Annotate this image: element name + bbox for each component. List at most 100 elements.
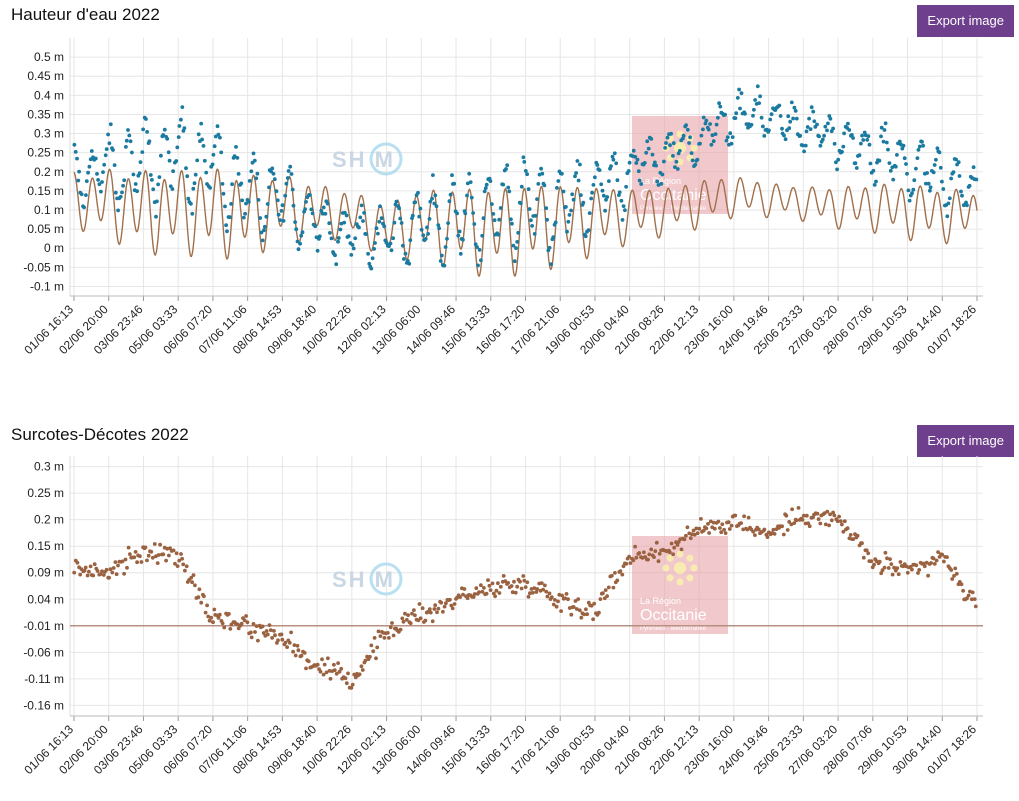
observed-point — [296, 247, 301, 252]
observed-point — [492, 218, 497, 223]
surge-point — [780, 524, 784, 529]
surge-point — [929, 561, 933, 565]
surge-point — [653, 549, 658, 553]
surge-point — [344, 681, 349, 686]
surge-point — [591, 617, 595, 622]
observed-point — [186, 196, 191, 201]
observed-point — [215, 124, 220, 129]
observed-point — [704, 118, 709, 123]
observed-point — [417, 214, 422, 219]
observed-point — [145, 130, 150, 134]
observed-point — [223, 204, 227, 209]
observed-point — [408, 238, 413, 243]
surge-point — [523, 585, 528, 589]
export-image-button[interactable]: Export image — [917, 425, 1014, 457]
surge-point — [408, 621, 413, 626]
observed-point — [718, 104, 723, 109]
surge-point — [249, 635, 254, 640]
observed-point — [729, 141, 734, 146]
surge-point — [592, 601, 597, 606]
surge-point — [675, 543, 680, 547]
observed-point — [668, 143, 672, 148]
surge-point — [410, 611, 414, 616]
observed-point — [637, 178, 642, 183]
surge-point — [228, 627, 233, 631]
surge-point — [270, 636, 274, 640]
surge-point — [576, 597, 581, 601]
surge-point — [417, 602, 422, 606]
surge-point — [152, 542, 157, 546]
observed-point — [861, 138, 866, 142]
surge-point — [501, 574, 506, 578]
surge-point — [378, 634, 383, 638]
region-logo-text: Occitanie — [640, 187, 707, 204]
observed-point — [247, 179, 252, 183]
observed-point — [728, 131, 733, 136]
observed-point — [313, 224, 318, 229]
surge-point — [132, 555, 137, 560]
surge-point — [123, 557, 128, 562]
surge-point — [609, 573, 614, 578]
observed-point — [401, 243, 405, 248]
surge-point — [474, 586, 479, 590]
observed-point — [921, 143, 925, 148]
surge-point — [239, 621, 244, 626]
surge-point — [692, 532, 697, 537]
observed-point — [299, 233, 304, 238]
y-tick-label: 0.2 m — [34, 165, 64, 179]
observed-point — [914, 166, 918, 171]
observed-point — [801, 143, 805, 148]
observed-point — [515, 240, 520, 244]
export-image-button[interactable]: Export image — [917, 5, 1014, 37]
observed-point — [124, 145, 128, 149]
surge-point — [924, 560, 929, 565]
surge-point — [174, 551, 179, 556]
observed-point — [269, 169, 273, 174]
observed-point — [463, 211, 468, 216]
surge-point — [189, 575, 194, 580]
observed-point — [959, 189, 963, 194]
surge-point — [496, 581, 500, 586]
observed-point — [631, 148, 636, 153]
observed-point — [951, 170, 956, 175]
observed-point — [545, 217, 549, 222]
region-emblem-icon — [690, 144, 698, 152]
surge-point — [120, 559, 125, 564]
observed-point — [155, 199, 159, 204]
observed-point — [818, 143, 823, 148]
surge-point — [125, 565, 129, 570]
surge-point — [78, 572, 83, 577]
surge-point — [82, 568, 87, 573]
surge-point — [350, 682, 355, 687]
surge-point — [193, 583, 197, 588]
observed-point — [809, 105, 814, 110]
surge-point — [627, 554, 631, 559]
observed-point — [397, 206, 401, 211]
observed-point — [243, 211, 248, 216]
surge-point — [291, 649, 295, 654]
observed-point — [366, 251, 370, 256]
observed-point — [886, 147, 890, 152]
observed-point — [438, 259, 443, 263]
surge-point — [882, 565, 887, 570]
observed-point — [112, 163, 117, 168]
surge-point — [242, 618, 247, 623]
surge-point — [571, 605, 576, 609]
observed-point — [196, 132, 201, 137]
surge-point — [368, 654, 372, 659]
surge-point — [827, 523, 831, 528]
observed-point — [377, 219, 382, 224]
surge-point — [432, 607, 437, 611]
observed-point — [468, 180, 473, 185]
observed-point — [709, 142, 714, 147]
observed-point — [200, 137, 205, 142]
observed-point — [471, 211, 475, 215]
observed-point — [358, 215, 363, 220]
observed-point — [624, 184, 628, 189]
surge-point — [449, 603, 454, 608]
observed-point — [663, 146, 667, 150]
surge-point — [828, 512, 832, 517]
observed-point — [777, 103, 782, 108]
surge-point — [85, 573, 90, 578]
observed-point — [832, 141, 837, 146]
